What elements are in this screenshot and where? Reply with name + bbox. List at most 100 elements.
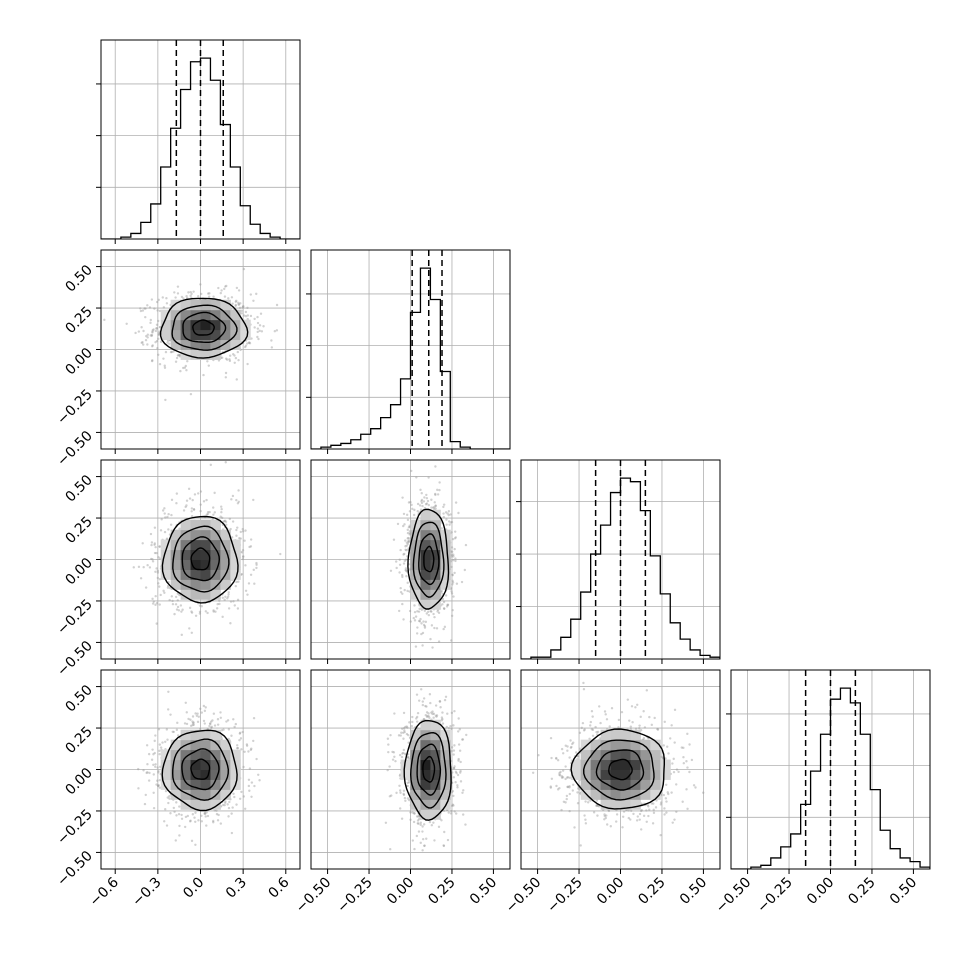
- scatter-point: [458, 728, 461, 731]
- scatter-point: [188, 606, 192, 610]
- scatter-point: [580, 726, 583, 730]
- scatter-point: [168, 797, 171, 800]
- density-cell: [420, 739, 431, 751]
- y-tick-label: −0.50: [54, 428, 96, 470]
- density-cell: [430, 729, 441, 741]
- scatter-point: [599, 721, 602, 725]
- scatter-point: [639, 715, 642, 719]
- density-2-3: [531, 681, 705, 847]
- scatter-point: [401, 602, 404, 606]
- scatter-point: [205, 811, 208, 814]
- scatter-point: [415, 717, 418, 720]
- scatter-point: [149, 321, 152, 325]
- density-cell: [170, 759, 182, 770]
- density-cell: [430, 789, 441, 800]
- scatter-point: [234, 303, 238, 307]
- scatter-point: [141, 309, 145, 312]
- scatter-point: [558, 786, 561, 790]
- scatter-point: [445, 605, 449, 608]
- scatter-point: [572, 741, 575, 744]
- scatter-point: [154, 594, 157, 598]
- density-cell: [580, 769, 592, 780]
- scatter-point: [455, 771, 458, 775]
- density-cell: [600, 769, 612, 780]
- y-tick-label: −0.50: [54, 638, 96, 680]
- scatter-point: [155, 300, 159, 304]
- scatter-point: [241, 305, 245, 308]
- scatter-point: [174, 595, 178, 599]
- scatter-point: [638, 812, 642, 816]
- density-cell: [660, 759, 671, 770]
- scatter-point: [582, 729, 586, 732]
- scatter-point: [152, 600, 156, 603]
- scatter-point: [595, 730, 598, 734]
- scatter-point: [452, 766, 456, 770]
- contour-line: [418, 533, 440, 586]
- scatter-point: [163, 507, 166, 510]
- scatter-point: [240, 790, 243, 794]
- scatter-point: [432, 716, 435, 719]
- scatter-point: [453, 765, 456, 768]
- scatter-point: [558, 773, 561, 777]
- scatter-point: [420, 499, 423, 503]
- scatter-point: [150, 543, 153, 547]
- scatter-point: [205, 824, 208, 827]
- scatter-point: [416, 711, 420, 715]
- scatter-point: [159, 593, 162, 597]
- scatter-point: [642, 737, 646, 740]
- scatter-point: [609, 825, 612, 828]
- scatter-point: [454, 536, 457, 539]
- scatter-point: [603, 813, 606, 816]
- y-tick-label: 0.25: [62, 304, 95, 337]
- scatter-point: [555, 756, 558, 760]
- scatter-point: [244, 344, 248, 347]
- scatter-point: [456, 784, 459, 787]
- scatter-point: [456, 773, 460, 777]
- scatter-point: [213, 491, 216, 495]
- scatter-point: [144, 338, 148, 342]
- scatter-point: [236, 350, 240, 354]
- scatter-point: [457, 730, 460, 733]
- scatter-point: [208, 722, 212, 725]
- scatter-point: [158, 578, 162, 581]
- scatter-point: [568, 756, 571, 759]
- scatter-point: [433, 626, 436, 630]
- density-cell: [210, 759, 221, 770]
- density-cell: [420, 799, 431, 810]
- scatter-point: [207, 292, 210, 295]
- scatter-point: [173, 291, 176, 294]
- scatter-point: [406, 518, 410, 522]
- scatter-point: [669, 737, 672, 740]
- scatter-point: [421, 644, 424, 647]
- scatter-point: [217, 286, 220, 290]
- scatter-point: [617, 726, 620, 729]
- density-cell: [190, 759, 201, 770]
- scatter-point: [550, 777, 554, 780]
- scatter-point: [170, 350, 174, 354]
- density-cell: [630, 739, 641, 751]
- density-cell: [210, 299, 221, 311]
- scatter-point: [659, 833, 662, 837]
- density-cell: [180, 749, 192, 761]
- scatter-point: [454, 557, 457, 560]
- scatter-point: [399, 590, 403, 594]
- scatter-point: [239, 530, 242, 534]
- density-cell: [430, 529, 441, 541]
- scatter-point: [389, 848, 392, 851]
- scatter-point: [408, 524, 411, 527]
- scatter-point: [398, 784, 401, 787]
- scatter-point: [230, 296, 234, 299]
- contour-line: [161, 729, 238, 812]
- scatter-point: [233, 354, 236, 357]
- density-cell: [210, 309, 221, 321]
- scatter-point: [579, 844, 582, 847]
- scatter-point: [167, 339, 170, 342]
- scatter-point: [450, 531, 453, 534]
- scatter-point: [402, 748, 406, 752]
- scatter-point: [241, 306, 244, 309]
- scatter-point: [424, 503, 428, 506]
- scatter-point: [227, 297, 230, 300]
- scatter-point: [224, 800, 227, 803]
- scatter-point: [640, 828, 643, 831]
- scatter-point: [241, 530, 245, 533]
